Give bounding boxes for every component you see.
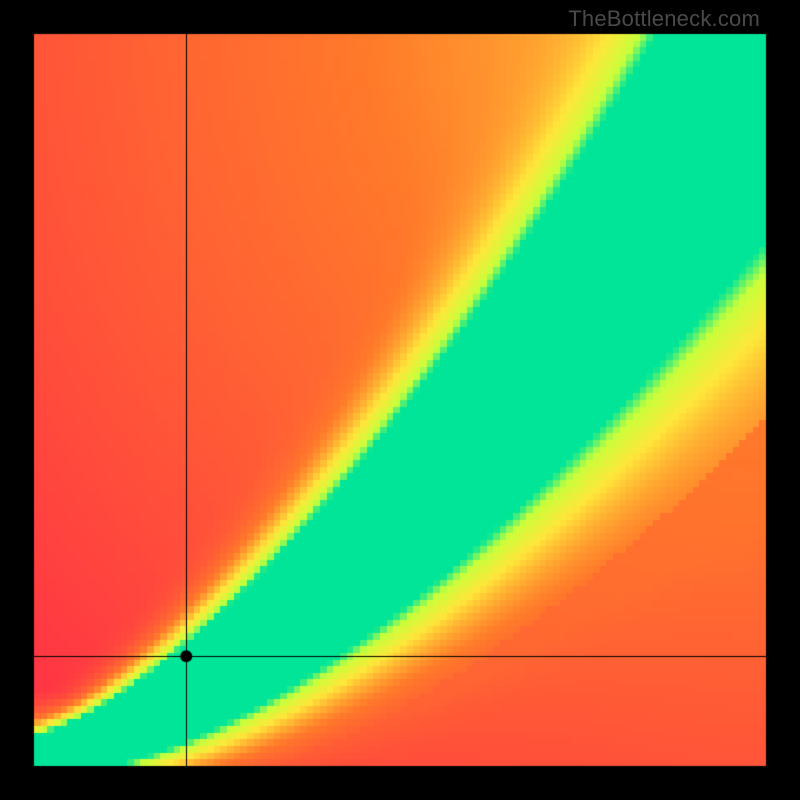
heatmap-canvas [0,0,800,800]
watermark-text: TheBottleneck.com [568,6,760,32]
chart-container: TheBottleneck.com [0,0,800,800]
